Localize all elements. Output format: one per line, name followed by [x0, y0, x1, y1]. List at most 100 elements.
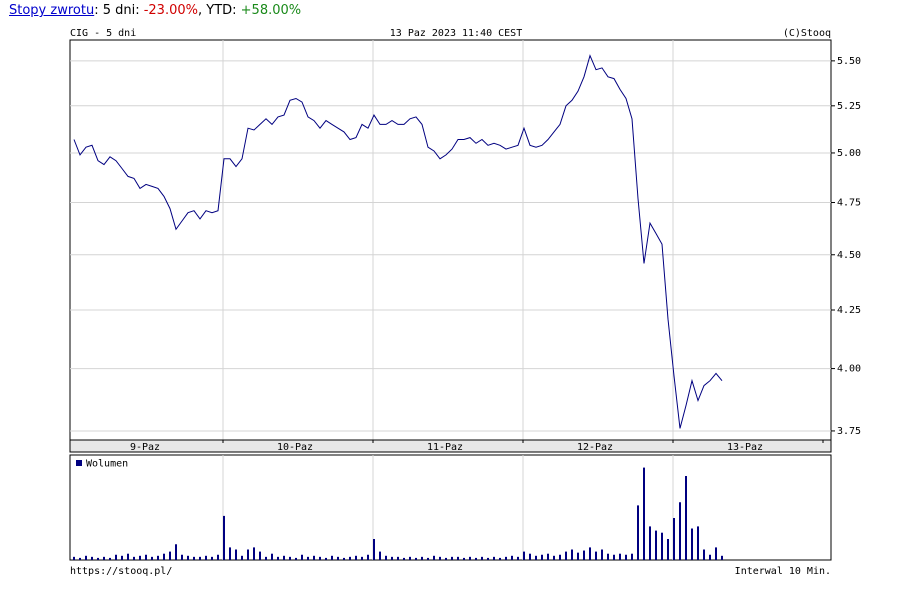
volume-bar [505, 556, 507, 560]
volume-bar [337, 556, 339, 560]
volume-bar [313, 555, 315, 560]
volume-bar [415, 557, 417, 560]
volume-bar [397, 556, 399, 560]
y-tick-label: 4.25 [837, 305, 861, 316]
chart-subtitle: 13 Paz 2023 11:40 CEST [390, 28, 522, 39]
volume-bar [583, 550, 585, 560]
volume-bar [703, 549, 705, 560]
volume-bar [97, 557, 99, 560]
volume-bar [403, 557, 405, 560]
volume-bar [643, 467, 645, 560]
volume-bar [205, 555, 207, 560]
x-label-band [69, 439, 832, 453]
volume-bar [223, 515, 225, 560]
plot-frame [69, 39, 832, 441]
volume-bar [241, 555, 243, 560]
volume-bar [139, 555, 141, 560]
volume-bar [481, 556, 483, 560]
volume-bar [679, 502, 681, 560]
volume-bar [409, 556, 411, 560]
volume-bar [145, 554, 147, 560]
period-label: : 5 dni: [94, 3, 144, 18]
volume-bar [247, 549, 249, 560]
volume-bar [319, 556, 321, 560]
volume-bar [475, 557, 477, 560]
volume-bar [493, 556, 495, 560]
returns-link[interactable]: Stopy zwrotu [9, 3, 95, 18]
volume-bar [547, 553, 549, 560]
legend-swatch [76, 460, 82, 466]
volume-bar [91, 556, 93, 560]
volume-bar [283, 555, 285, 560]
volume-frame [69, 454, 832, 561]
x-tick-label: 13-Paz [727, 442, 763, 453]
volume-bar [661, 532, 663, 560]
volume-bar [529, 553, 531, 560]
volume-bar [301, 554, 303, 560]
volume-bar [589, 547, 591, 560]
volume-bar [127, 553, 129, 560]
volume-bar [175, 544, 177, 560]
volume-bar [511, 555, 513, 560]
volume-bar [463, 557, 465, 560]
ytd-return: +58.00% [240, 3, 302, 18]
volume-bar [373, 539, 375, 560]
volume-bar [331, 555, 333, 560]
volume-bar [163, 553, 165, 560]
footer-interval: Interwal 10 Min. [735, 566, 831, 577]
volume-bar [697, 526, 699, 560]
volume-bar [421, 556, 423, 560]
volume-bar [271, 553, 273, 560]
volume-bar [253, 547, 255, 560]
volume-bar [169, 551, 171, 560]
volume-bar [691, 528, 693, 560]
volume-bar [343, 557, 345, 560]
volume-bar [667, 539, 669, 560]
volume-bar [355, 555, 357, 560]
volume-bar [457, 556, 459, 560]
volume-bar [277, 556, 279, 560]
volume-bar [349, 556, 351, 560]
volume-bar [109, 557, 111, 560]
x-tick-label: 11-Paz [427, 442, 463, 453]
volume-bar [433, 555, 435, 560]
volume-bar [451, 556, 453, 560]
volume-bar [499, 557, 501, 560]
period-return: -23.00% [143, 3, 198, 18]
y-tick-label: 5.00 [837, 148, 861, 159]
volume-bar [715, 547, 717, 560]
volume-bar [115, 554, 117, 560]
chart-source: (C)Stooq [783, 28, 831, 39]
y-tick-label: 5.25 [837, 101, 861, 112]
volume-bar [595, 551, 597, 560]
volume-bar [607, 553, 609, 560]
volume-bar [121, 555, 123, 560]
volume-bar [385, 555, 387, 560]
y-tick-label: 5.50 [837, 56, 861, 67]
volume-bar [631, 553, 633, 560]
volume-bar [427, 557, 429, 560]
volume-bar [85, 555, 87, 560]
legend-label: Wolumen [86, 459, 128, 470]
volume-bar [535, 555, 537, 560]
volume-bar [619, 553, 621, 560]
volume-bar [517, 556, 519, 560]
volume-bar [73, 556, 75, 560]
volume-bar [553, 555, 555, 560]
chart-title: CIG - 5 dni [70, 28, 136, 39]
volume-bar [379, 551, 381, 560]
x-tick-label: 12-Paz [577, 442, 613, 453]
volume-bar [649, 526, 651, 560]
volume-bar [655, 530, 657, 560]
volume-bar [601, 549, 603, 560]
volume-bar [709, 554, 711, 560]
y-tick-label: 4.00 [837, 364, 861, 375]
volume-bar [445, 557, 447, 560]
volume-bar [559, 554, 561, 560]
volume-bar [541, 554, 543, 560]
volume-bar [103, 556, 105, 560]
volume-bar [439, 556, 441, 560]
volume-bar [685, 476, 687, 560]
volume-bar [307, 556, 309, 560]
volume-bar [235, 549, 237, 560]
